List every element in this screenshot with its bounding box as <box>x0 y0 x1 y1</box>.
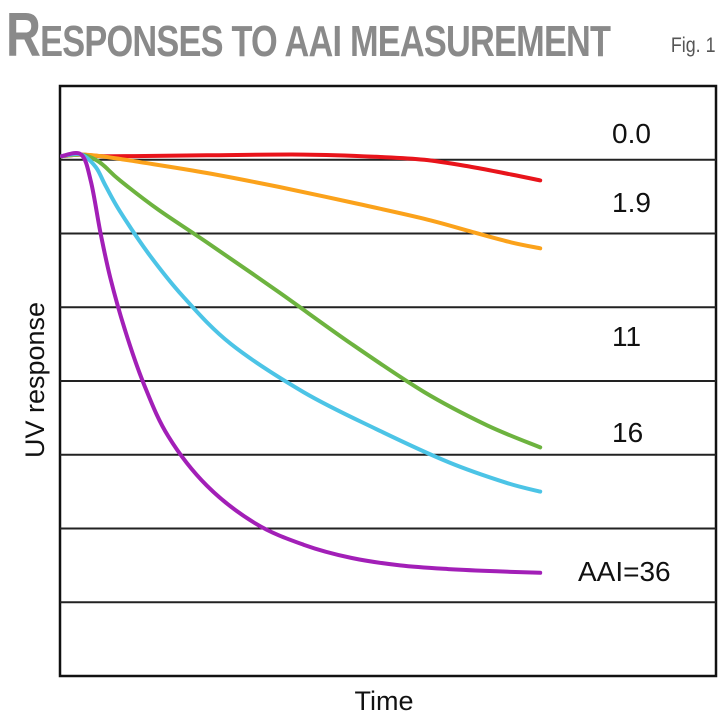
series-label-1: 0.0 <box>612 118 651 149</box>
gridlines <box>60 158 716 604</box>
series-line-1 <box>60 152 543 183</box>
series-labels: 0.0 1.9 11 16 AAI=36 <box>578 118 671 587</box>
chart-title-rest: ESPONSES TO AAI MEASUREMENT <box>40 17 611 66</box>
series-line-4 <box>60 151 543 494</box>
y-axis-label: UV response <box>20 302 50 458</box>
title-row: RESPONSES TO AAI MEASUREMENT Fig. 1 <box>6 4 716 74</box>
series-label-2: 1.9 <box>612 187 651 218</box>
series-line-5 <box>60 150 543 575</box>
series-lines <box>60 150 543 575</box>
chart-title-initial: R <box>6 1 41 70</box>
series-label-3: 11 <box>612 321 641 352</box>
x-axis-label: Time <box>355 686 414 716</box>
series-line-2 <box>60 152 543 251</box>
series-label-4: 16 <box>612 417 643 448</box>
series-line-3 <box>60 152 543 450</box>
figure-label: Fig. 1 <box>671 34 716 57</box>
chart-title: RESPONSES TO AAI MEASUREMENT <box>6 1 611 74</box>
series-label-5: AAI=36 <box>578 556 671 587</box>
